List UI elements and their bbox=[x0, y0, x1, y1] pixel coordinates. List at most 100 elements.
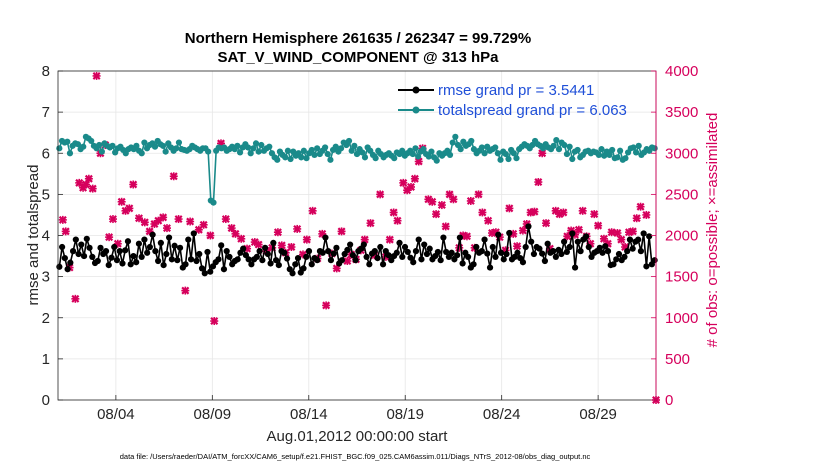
spread-point bbox=[348, 147, 355, 154]
rmse-point bbox=[201, 270, 208, 277]
obs-marker bbox=[343, 256, 352, 265]
rmse-point bbox=[240, 245, 247, 252]
rmse-point bbox=[262, 244, 269, 251]
rmse-point bbox=[102, 248, 110, 255]
rmse-point bbox=[624, 248, 631, 255]
x-tick-label: 08/29 bbox=[579, 406, 617, 423]
rmse-point bbox=[558, 250, 565, 258]
rmse-point bbox=[486, 264, 494, 271]
y-right-tick-label: 4000 bbox=[665, 63, 698, 80]
spread-point bbox=[428, 148, 435, 155]
obs-marker bbox=[181, 286, 190, 295]
rmse-point bbox=[525, 223, 532, 230]
rmse-point bbox=[163, 250, 170, 258]
rmse-point bbox=[72, 236, 79, 243]
rmse-point bbox=[253, 253, 260, 260]
rmse-point bbox=[289, 270, 296, 277]
spread-point bbox=[258, 141, 265, 149]
rmse-point bbox=[89, 253, 96, 260]
spread-point bbox=[502, 150, 509, 158]
rmse-point bbox=[410, 259, 417, 266]
rmse-point bbox=[396, 239, 403, 247]
spread-point bbox=[133, 142, 140, 149]
rmse-point bbox=[75, 250, 82, 258]
obs-marker bbox=[505, 204, 514, 213]
rmse-point bbox=[330, 250, 337, 257]
rmse-point bbox=[344, 246, 351, 253]
spread-point bbox=[563, 150, 571, 158]
rmse-point bbox=[168, 256, 175, 263]
obs-marker bbox=[117, 197, 126, 206]
y-right-tick-label: 3000 bbox=[665, 145, 698, 162]
rmse-point bbox=[78, 241, 85, 248]
rmse-point bbox=[514, 249, 521, 256]
y-left-tick-label: 8 bbox=[42, 63, 50, 80]
spread-point bbox=[449, 139, 456, 146]
rmse-point bbox=[599, 249, 606, 256]
y-right-tick-label: 3500 bbox=[665, 104, 698, 121]
rmse-point bbox=[629, 245, 636, 252]
rmse-point bbox=[363, 253, 370, 260]
rmse-point bbox=[602, 243, 609, 250]
spread-point bbox=[80, 143, 87, 150]
rmse-point bbox=[138, 253, 145, 260]
spread-point bbox=[284, 147, 291, 154]
rmse-point bbox=[615, 250, 623, 258]
chart-title: Northern Hemisphere 261635 / 262347 = 99… bbox=[185, 30, 531, 47]
spread-point bbox=[617, 147, 624, 154]
rmse-point bbox=[550, 248, 557, 255]
spread-point bbox=[569, 155, 576, 163]
spread-point bbox=[351, 142, 358, 149]
rmse-point bbox=[473, 243, 480, 251]
rmse-point bbox=[484, 250, 491, 257]
rmse-point bbox=[122, 247, 129, 254]
rmse-point bbox=[196, 250, 203, 258]
spread-point bbox=[56, 145, 63, 152]
spread-point bbox=[478, 144, 486, 151]
rmse-point bbox=[193, 257, 200, 265]
x-tick-label: 08/14 bbox=[290, 406, 328, 423]
rmse-point bbox=[215, 256, 222, 263]
obs-marker bbox=[162, 224, 171, 233]
rmse-point bbox=[506, 229, 513, 237]
rmse-point bbox=[119, 260, 126, 267]
rmse-point bbox=[530, 250, 538, 258]
spread-point bbox=[252, 140, 260, 147]
rmse-point bbox=[113, 257, 121, 264]
obs-marker bbox=[474, 190, 483, 199]
obs-marker bbox=[441, 222, 450, 231]
rmse-point bbox=[352, 257, 359, 264]
obs-marker bbox=[389, 208, 398, 217]
rmse-point bbox=[563, 248, 570, 256]
rmse-point bbox=[105, 262, 112, 269]
rmse-point bbox=[283, 255, 291, 262]
rmse-point bbox=[407, 254, 414, 261]
obs-marker bbox=[88, 184, 97, 193]
rmse-point bbox=[448, 249, 455, 256]
obs-marker bbox=[84, 174, 93, 183]
spread-point bbox=[513, 155, 520, 162]
spread-point bbox=[468, 137, 475, 145]
obs-marker bbox=[462, 232, 471, 241]
obs-marker bbox=[613, 229, 622, 238]
obs-marker bbox=[449, 195, 458, 204]
rmse-point bbox=[69, 248, 77, 255]
rmse-point bbox=[459, 260, 466, 267]
spread-point bbox=[234, 142, 241, 149]
spread-point bbox=[555, 146, 563, 153]
chart-subtitle: SAT_V_WIND_COMPONENT @ 313 hPa bbox=[217, 49, 499, 66]
obs-marker bbox=[210, 317, 219, 326]
rmse-point bbox=[314, 257, 321, 264]
y-left-tick-label: 4 bbox=[42, 228, 50, 245]
rmse-point bbox=[423, 250, 431, 258]
rmse-point bbox=[585, 243, 592, 251]
rmse-point bbox=[86, 244, 93, 251]
rmse-point bbox=[223, 248, 230, 255]
rmse-point bbox=[94, 257, 101, 265]
spread-point bbox=[64, 138, 71, 145]
spread-point bbox=[327, 156, 334, 163]
rmse-point bbox=[152, 248, 159, 255]
spread-point bbox=[324, 150, 331, 158]
obs-marker bbox=[337, 227, 346, 236]
spread-point bbox=[151, 143, 159, 150]
